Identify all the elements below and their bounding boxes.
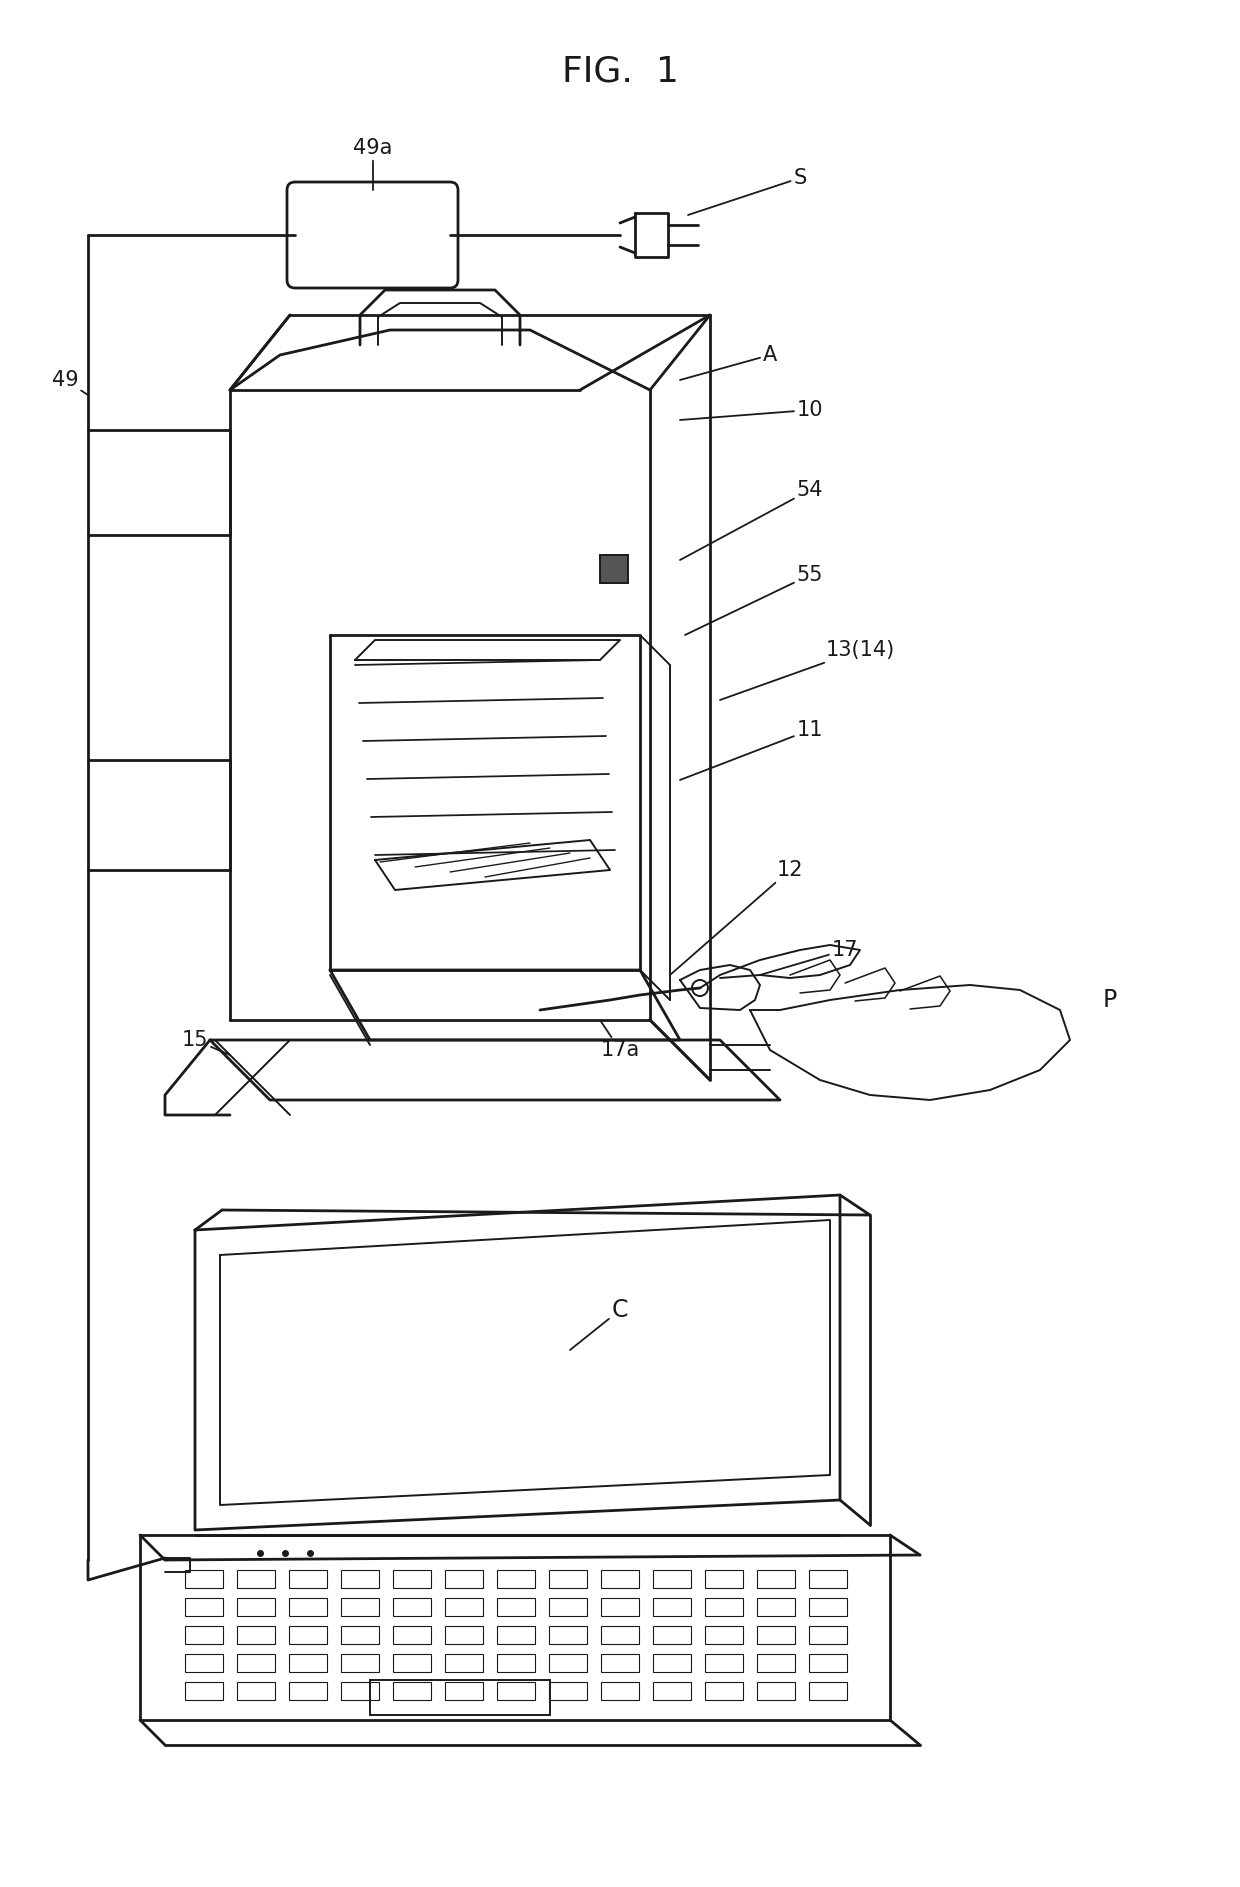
Bar [445, 1570, 484, 1589]
Bar [653, 1598, 691, 1615]
Bar [393, 1627, 432, 1644]
FancyBboxPatch shape [286, 181, 458, 289]
Bar [237, 1627, 275, 1644]
Bar [445, 1655, 484, 1672]
Text: 49: 49 [52, 370, 88, 394]
Bar [601, 1681, 639, 1700]
Bar [808, 1681, 847, 1700]
Bar [341, 1655, 379, 1672]
Bar [341, 1627, 379, 1644]
Bar [393, 1598, 432, 1615]
Bar [497, 1681, 534, 1700]
Bar [289, 1655, 327, 1672]
Bar [289, 1570, 327, 1589]
Bar [497, 1598, 534, 1615]
Bar [808, 1627, 847, 1644]
Bar [653, 1655, 691, 1672]
Text: P: P [1102, 989, 1117, 1011]
Text: 54: 54 [680, 479, 823, 560]
Bar [756, 1598, 795, 1615]
Bar [185, 1598, 223, 1615]
Text: 17a: 17a [600, 1021, 640, 1060]
Bar [601, 1655, 639, 1672]
Bar [497, 1655, 534, 1672]
Text: 11: 11 [680, 721, 823, 779]
Bar [341, 1681, 379, 1700]
Text: 10: 10 [680, 400, 823, 421]
Text: S: S [688, 168, 807, 215]
Bar [237, 1598, 275, 1615]
Bar [549, 1681, 587, 1700]
Bar [601, 1598, 639, 1615]
Bar [289, 1627, 327, 1644]
Bar [393, 1681, 432, 1700]
Bar [341, 1598, 379, 1615]
Bar [341, 1570, 379, 1589]
Bar [653, 1570, 691, 1589]
Text: FIG.  1: FIG. 1 [562, 55, 678, 89]
Bar [497, 1627, 534, 1644]
Bar [549, 1570, 587, 1589]
Bar [808, 1655, 847, 1672]
Bar [445, 1627, 484, 1644]
Bar [237, 1655, 275, 1672]
Bar [237, 1570, 275, 1589]
Bar [600, 555, 627, 583]
Bar [756, 1655, 795, 1672]
Bar [549, 1598, 587, 1615]
Bar [445, 1681, 484, 1700]
Bar [185, 1627, 223, 1644]
Bar [497, 1570, 534, 1589]
Bar [185, 1655, 223, 1672]
Bar [601, 1627, 639, 1644]
Text: 12: 12 [670, 860, 804, 976]
Text: 15: 15 [182, 1030, 229, 1055]
Bar [756, 1681, 795, 1700]
Bar [808, 1598, 847, 1615]
Text: 49a: 49a [353, 138, 393, 191]
Bar [549, 1627, 587, 1644]
Bar [185, 1570, 223, 1589]
Bar [706, 1655, 743, 1672]
Text: 17: 17 [760, 940, 858, 976]
Bar [706, 1598, 743, 1615]
Bar [237, 1681, 275, 1700]
Bar [756, 1627, 795, 1644]
Text: 55: 55 [684, 564, 823, 636]
Bar [549, 1655, 587, 1672]
Bar [706, 1627, 743, 1644]
Bar [706, 1681, 743, 1700]
Text: A: A [680, 345, 777, 379]
Bar [445, 1598, 484, 1615]
Text: 13(14): 13(14) [720, 640, 894, 700]
Bar [653, 1627, 691, 1644]
Bar [808, 1570, 847, 1589]
Bar [393, 1655, 432, 1672]
Bar [370, 1679, 551, 1715]
Bar [601, 1570, 639, 1589]
Bar [756, 1570, 795, 1589]
Text: C: C [570, 1298, 629, 1349]
Bar [289, 1598, 327, 1615]
Bar [289, 1681, 327, 1700]
Bar [706, 1570, 743, 1589]
Bar [653, 1681, 691, 1700]
Bar [393, 1570, 432, 1589]
Bar [185, 1681, 223, 1700]
